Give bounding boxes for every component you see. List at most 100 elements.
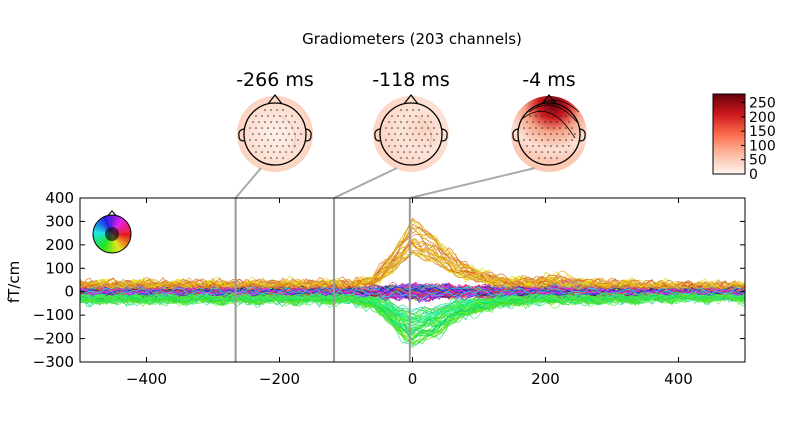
- ear-right-outline: [441, 128, 448, 142]
- sensor-dot: [267, 127, 269, 129]
- sensor-dot: [529, 115, 531, 117]
- sensor-dot: [282, 121, 284, 123]
- sensor-dot: [532, 145, 534, 147]
- ear-left-outline: [512, 128, 519, 142]
- sensor-dot: [282, 145, 284, 147]
- sensor-dot: [406, 145, 408, 147]
- channel-trace: [80, 293, 745, 349]
- topomap-time-label: -266 ms: [236, 69, 314, 91]
- colorbar-tick-label: 200: [749, 110, 776, 126]
- colorbar-gradient: [712, 93, 746, 175]
- sensor-dot: [544, 145, 546, 147]
- topomap-row: -266 ms -118 ms -4 ms: [236, 69, 587, 172]
- colorbar-tick-label: 250: [749, 96, 776, 112]
- sensor-dot: [409, 115, 411, 117]
- channel-trace: [80, 291, 745, 320]
- figure-title: Gradiometers (203 channels): [302, 30, 522, 48]
- ear-right-outline: [579, 128, 586, 142]
- x-tick-label: −400: [126, 370, 167, 388]
- sensor-dot: [261, 115, 263, 117]
- sensor-dot: [270, 157, 272, 159]
- topomap: -266 ms: [236, 69, 314, 172]
- sensor-dot: [397, 139, 399, 141]
- sensor-dot: [421, 139, 423, 141]
- sensor-dot: [294, 145, 296, 147]
- sensor-dot: [544, 157, 546, 159]
- sensor-dot: [541, 151, 543, 153]
- sensor-dot: [403, 127, 405, 129]
- sensor-dot: [550, 133, 552, 135]
- sensor-dot: [279, 115, 281, 117]
- sensor-dot: [547, 115, 549, 117]
- ear-left-outline: [374, 128, 381, 142]
- sensor-dot: [294, 121, 296, 123]
- nose-outline: [541, 93, 557, 105]
- topomap-time-label: -4 ms: [522, 69, 575, 91]
- sensor-dot: [538, 157, 540, 159]
- sensor-dot: [385, 127, 387, 129]
- legend-nose: [107, 210, 117, 216]
- sensor-dot: [288, 133, 290, 135]
- sensor-dot: [535, 151, 537, 153]
- sensor-dot: [285, 139, 287, 141]
- sensor-dot: [294, 133, 296, 135]
- topomap-contour: [280, 115, 296, 149]
- sensor-dot: [559, 115, 561, 117]
- sensor-dot: [559, 127, 561, 129]
- sensor-dot: [415, 127, 417, 129]
- sensor-dot: [406, 109, 408, 111]
- sensor-dot: [421, 151, 423, 153]
- sensor-dot: [291, 127, 293, 129]
- colorbar-tick-label: 150: [749, 124, 776, 140]
- sensor-dot: [282, 109, 284, 111]
- sensor-dot: [276, 145, 278, 147]
- sensor-dot: [553, 127, 555, 129]
- sensor-dot: [279, 127, 281, 129]
- sensor-dot: [279, 139, 281, 141]
- sensor-dot: [261, 151, 263, 153]
- sensor-dot: [547, 127, 549, 129]
- topomap-field: [373, 96, 449, 172]
- sensor-dot: [430, 145, 432, 147]
- sensor-dots: [249, 109, 302, 159]
- sensor-dot: [270, 109, 272, 111]
- sensor-dot: [391, 127, 393, 129]
- sensor-dot: [264, 145, 266, 147]
- sensor-dot: [436, 133, 438, 135]
- sensor-dot: [282, 157, 284, 159]
- topomap-contour: [528, 104, 578, 123]
- sensor-dot: [547, 139, 549, 141]
- channel-trace: [80, 292, 745, 341]
- colorbar-tick-label: 0: [749, 167, 758, 183]
- sensor-dot: [397, 127, 399, 129]
- sensor-dot: [288, 145, 290, 147]
- plot-area: −400 −200 0 200 400 −300 −200 −100 0 100 200 300 40…: [5, 189, 746, 388]
- sensor-dot: [291, 151, 293, 153]
- sensor-dot: [406, 121, 408, 123]
- y-tick-label: 100: [45, 259, 74, 277]
- sensor-dot: [264, 109, 266, 111]
- sensor-dot: [538, 109, 540, 111]
- sensor-dot: [409, 151, 411, 153]
- sensor-dot: [571, 139, 573, 141]
- sensor-dot: [409, 127, 411, 129]
- sensor-dot: [562, 121, 564, 123]
- channel-trace: [80, 294, 745, 344]
- sensor-dot: [273, 139, 275, 141]
- sensor-dot: [252, 121, 254, 123]
- sensor-dot: [261, 127, 263, 129]
- y-tick-label: −200: [33, 330, 74, 348]
- sensor-dot: [276, 133, 278, 135]
- sensor-dot: [565, 115, 567, 117]
- sensor-dot: [415, 115, 417, 117]
- y-axis-ticks: −300 −200 −100 0 100 200 300 400: [33, 189, 745, 371]
- sensor-dot: [270, 145, 272, 147]
- sensor-dot: [273, 127, 275, 129]
- sensor-dot: [255, 127, 257, 129]
- sensor-dot: [568, 121, 570, 123]
- y-axis-label: fT/cm: [5, 261, 23, 303]
- sensor-dot: [255, 139, 257, 141]
- sensor-dot: [252, 145, 254, 147]
- sensor-dot: [282, 133, 284, 135]
